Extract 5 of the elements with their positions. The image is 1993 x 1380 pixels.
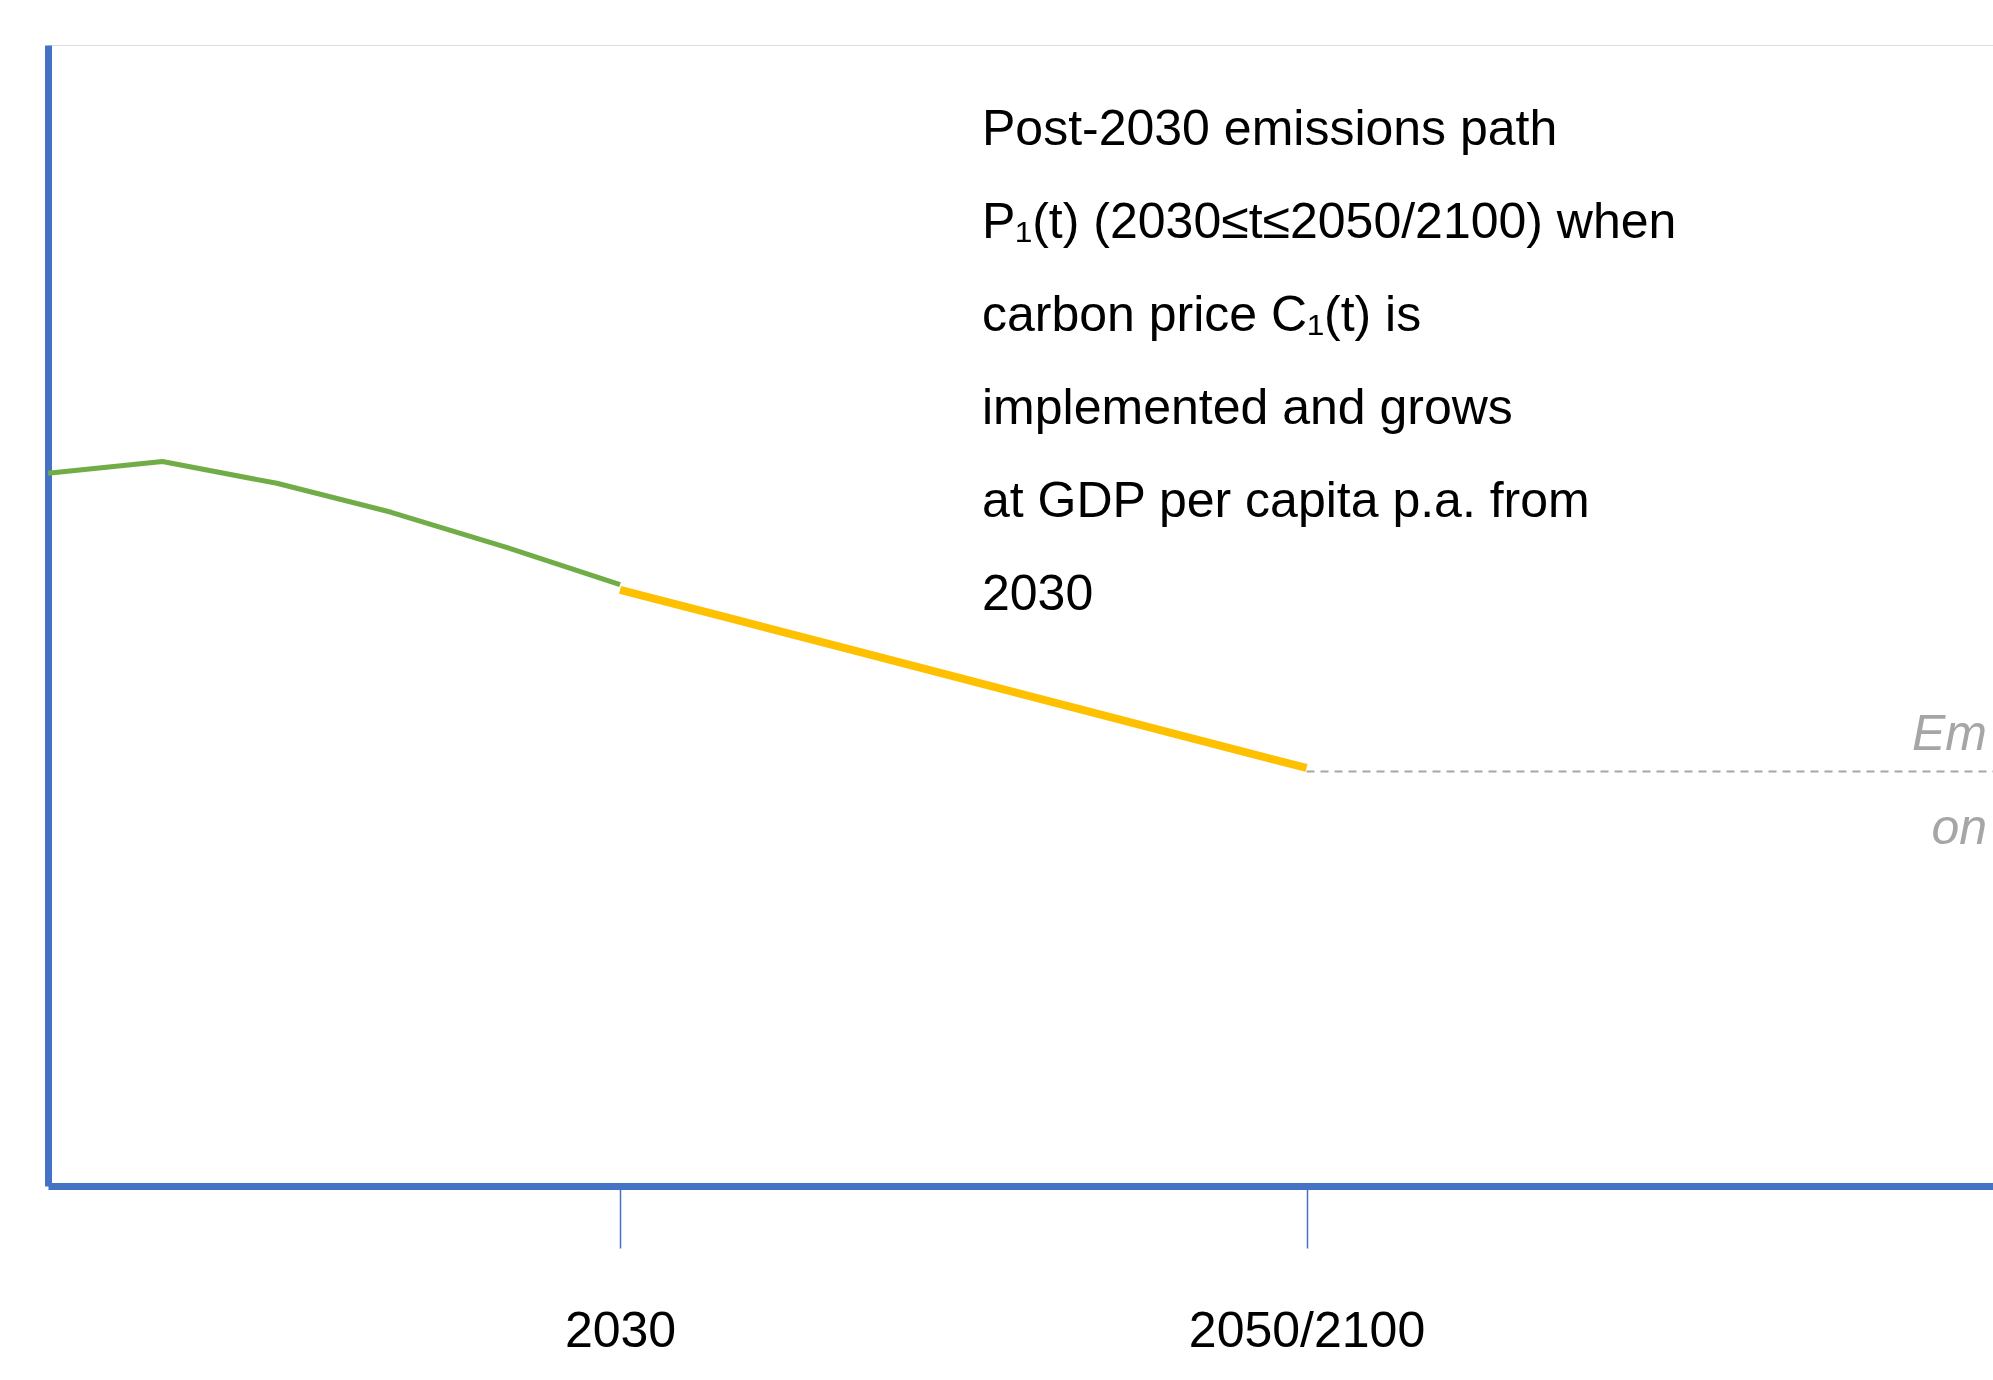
annotation: on [1931,799,1987,855]
x-tick-label: 2050/2100 [1188,1301,1426,1358]
annotation: Em [1912,705,1987,761]
x-tick-label: 2030 [564,1301,677,1358]
annotation: Post-2030 emissions path P₁(t) (2030≤t≤2050/2100) when carbon price C₁(t) is implemented and grows at GDP per capita p.a. from 2030 [982,100,1677,621]
